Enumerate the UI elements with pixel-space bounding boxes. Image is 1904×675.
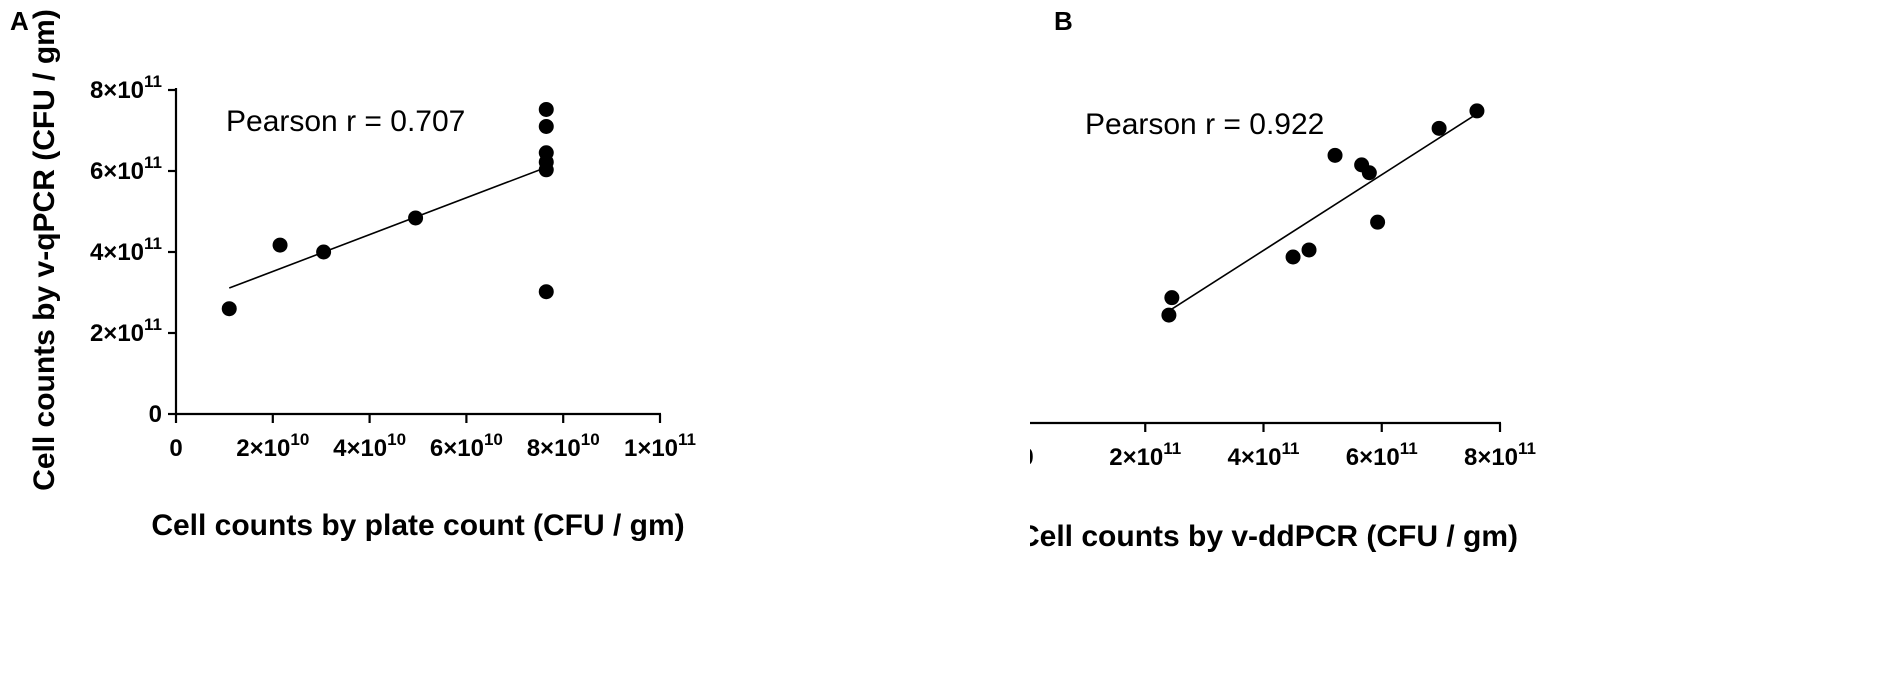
x-tick-base: 8×10 [527,435,581,462]
pearson-annotation: Pearson r = 0.922 [1085,108,1324,141]
y-tick-base: 4×10 [90,239,144,266]
data-point [538,118,554,134]
data-point [1361,165,1377,181]
x-tick-exponent: 10 [290,430,309,449]
x-tick-label: 8×1010 [527,430,600,462]
x-tick-label: 0 [1030,444,1034,471]
y-tick-base: 0 [149,401,162,428]
panel-label: B [1054,6,1073,36]
scatter-chart-b: 02×10114×10116×10118×101102×10114×10116×… [1030,103,1536,553]
x-tick-base: 4×10 [333,435,387,462]
pearson-annotation: Pearson r = 0.707 [226,105,465,138]
x-tick-label: 2×1011 [1109,439,1181,471]
y-tick-exponent: 11 [144,234,162,253]
x-tick-exponent: 11 [1163,439,1181,458]
x-tick-base: 6×10 [430,435,484,462]
data-point [408,210,424,226]
y-tick-label: 4×1011 [90,234,162,266]
y-tick-exponent: 11 [144,315,162,334]
data-point [1285,249,1301,265]
regression-line [228,166,547,289]
data-point [1370,214,1386,230]
x-tick-label: 1×1011 [624,430,696,462]
x-tick-label: 4×1010 [333,430,406,462]
data-point [1431,120,1447,136]
x-tick-exponent: 11 [1518,439,1536,458]
x-tick-label: 0 [169,435,182,462]
x-tick-label: 2×1010 [236,430,309,462]
x-tick-exponent: 10 [387,430,406,449]
data-point [1164,290,1180,306]
data-point [538,101,554,117]
y-tick-label: 6×1011 [90,153,162,185]
data-point [1327,147,1343,163]
data-point [316,244,332,260]
x-tick-base: 4×10 [1227,444,1281,471]
y-tick-label: 2×1011 [90,315,162,347]
x-axis-title: Cell counts by plate count (CFU / gm) [151,509,684,542]
chart-panel-a: A 0 2×1011 4×1011 6×1011 8×1011 0 2×1010 4×1010… [10,6,696,542]
x-tick-base: 0 [169,435,182,462]
x-tick-base: 8×10 [1464,444,1518,471]
x-tick-base: 0 [1030,444,1034,471]
x-tick-base: 2×10 [1109,444,1163,471]
x-tick-exponent: 11 [1400,439,1418,458]
x-axis-title: Cell counts by v-ddPCR (CFU / gm) [1030,520,1518,553]
x-tick-exponent: 11 [678,430,696,449]
panel-label: A [10,6,29,36]
x-tick-label: 6×1010 [430,430,503,462]
x-tick-label: 4×1011 [1227,439,1299,471]
y-tick-base: 8×10 [90,77,144,104]
x-tick-exponent: 10 [581,430,600,449]
x-tick-label: 8×1011 [1464,439,1536,471]
regression-line [1168,113,1478,312]
data-point [221,301,237,317]
data-point [538,162,554,178]
y-tick-label: 8×1011 [90,72,162,104]
data-point [538,284,554,300]
y-tick-base: 6×10 [90,158,144,185]
data-point [1301,242,1317,258]
x-tick-exponent: 11 [1282,439,1300,458]
y-tick-exponent: 11 [144,153,162,172]
y-tick-base: 2×10 [90,320,144,347]
data-point [272,237,288,253]
data-point [1469,103,1485,119]
x-tick-base: 1×10 [624,435,678,462]
y-tick-label: 0 [149,401,162,428]
chart-panel-b: B 02×10114×10116×10118×101102×10114×1011… [1030,0,1904,675]
x-tick-exponent: 10 [484,430,503,449]
data-point [1161,307,1177,323]
x-tick-base: 6×10 [1346,444,1400,471]
y-axis-title: Cell counts by v-qPCR (CFU / gm) [28,9,61,491]
x-tick-label: 6×1011 [1346,439,1418,471]
y-tick-exponent: 11 [144,72,162,91]
x-tick-base: 2×10 [236,435,290,462]
